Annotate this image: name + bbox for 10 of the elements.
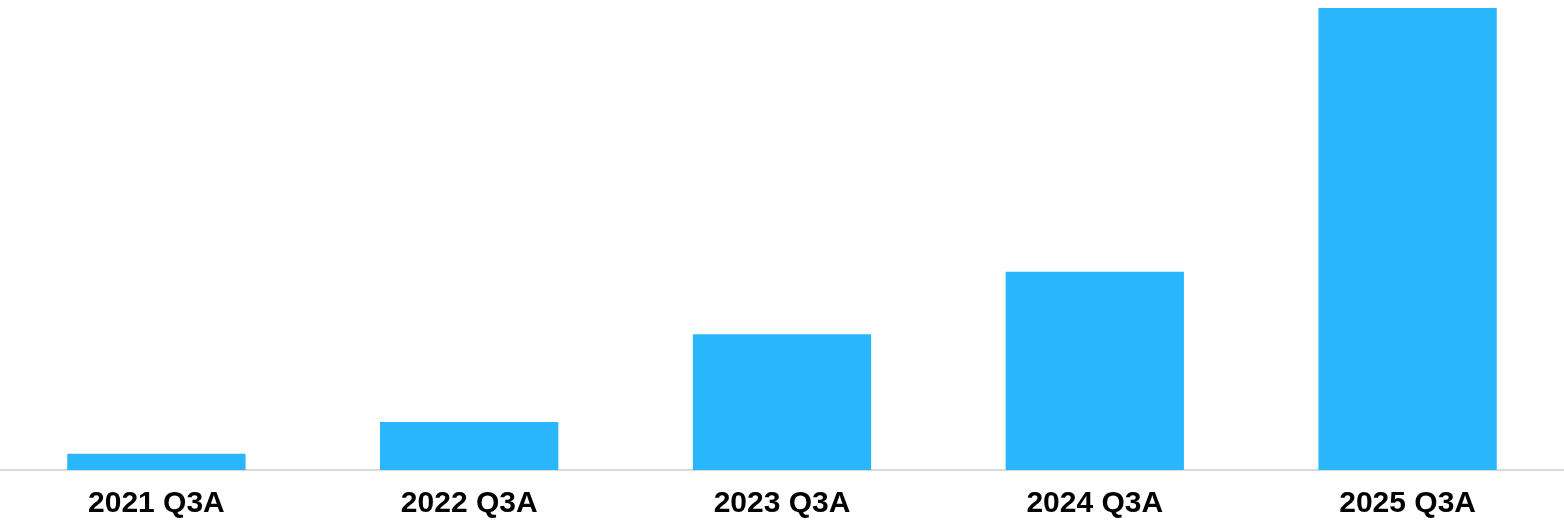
x-tick-label: 2023 Q3A [713,484,851,518]
x-tick-label: 2021 Q3A [88,484,225,518]
bar [67,453,246,470]
x-tick-label: 2025 Q3A [1339,484,1476,518]
bar [380,421,559,470]
bar [692,334,872,470]
x-tick-label: 2022 Q3A [400,484,538,518]
bar [1318,8,1497,470]
x-tick-label: 2024 Q3A [1026,484,1164,518]
bar [1005,271,1184,470]
